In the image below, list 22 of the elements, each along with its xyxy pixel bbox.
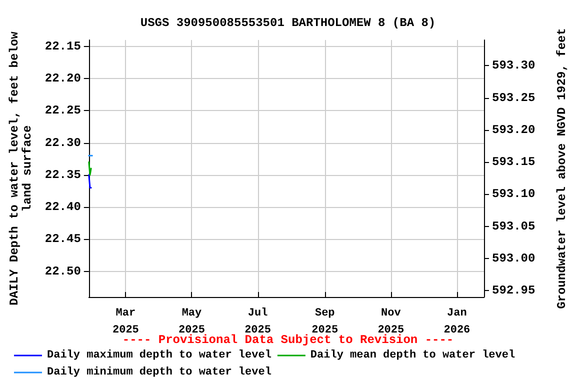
y2-tick-label: 593.25 — [492, 90, 536, 105]
y-tick-label: 22.15 — [44, 39, 81, 54]
y-tick-label: 22.20 — [44, 72, 81, 86]
chart-title: USGS 390950085553501 BARTHOLOMEW 8 (BA 8) — [140, 16, 436, 30]
y2-tick-label: 593.30 — [492, 58, 536, 73]
y-tick-label: 22.25 — [44, 104, 81, 118]
y-tick-label: 22.45 — [44, 232, 81, 246]
y-tick-label: 22.30 — [44, 136, 81, 150]
legend-label: Daily mean depth to water level — [310, 350, 516, 362]
y-tick-label: 22.40 — [44, 200, 81, 214]
y2-tick-label: 593.00 — [492, 251, 536, 266]
y2-tick-label: 593.05 — [492, 219, 536, 234]
y2-tick-label: 592.95 — [492, 284, 536, 298]
y2-axis-title: Groundwater level above NGVD 1929, feet — [555, 28, 569, 309]
y2-tick-label: 593.20 — [492, 122, 536, 137]
y-axis-title: DAILY Depth to water level, feet below land surface — [8, 30, 34, 306]
y2-tick-label: 593.10 — [492, 187, 536, 202]
y-tick-label: 22.35 — [44, 168, 81, 182]
legend-label: Daily minimum depth to water level — [47, 366, 272, 378]
y2-tick-label: 593.15 — [492, 155, 536, 170]
y-tick-label: 22.50 — [44, 264, 81, 278]
legend-label: Daily maximum depth to water level — [47, 350, 272, 362]
